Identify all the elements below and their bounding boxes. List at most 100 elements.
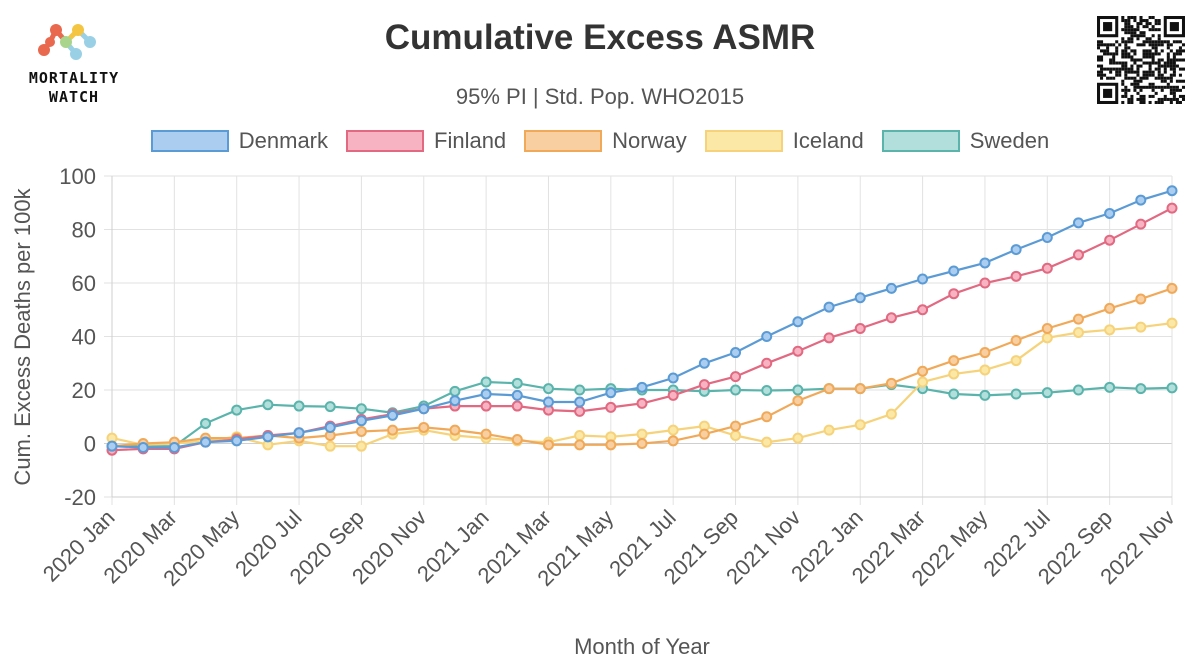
- data-point-iceland[interactable]: [761, 436, 773, 448]
- data-point-denmark[interactable]: [574, 396, 586, 408]
- data-point-sweden[interactable]: [979, 389, 991, 401]
- data-point-norway[interactable]: [885, 377, 897, 389]
- data-point-norway[interactable]: [605, 439, 617, 451]
- data-point-iceland[interactable]: [917, 376, 929, 388]
- data-point-finland[interactable]: [823, 332, 835, 344]
- data-point-iceland[interactable]: [667, 424, 679, 436]
- data-point-denmark[interactable]: [293, 427, 305, 439]
- data-point-sweden[interactable]: [574, 384, 586, 396]
- data-point-finland[interactable]: [854, 322, 866, 334]
- data-point-norway[interactable]: [355, 425, 367, 437]
- data-point-sweden[interactable]: [231, 404, 243, 416]
- data-point-finland[interactable]: [885, 312, 897, 324]
- data-point-norway[interactable]: [698, 428, 710, 440]
- data-point-denmark[interactable]: [1072, 217, 1084, 229]
- data-point-finland[interactable]: [761, 357, 773, 369]
- data-point-iceland[interactable]: [574, 429, 586, 441]
- data-point-sweden[interactable]: [1010, 388, 1022, 400]
- data-point-sweden[interactable]: [1072, 384, 1084, 396]
- data-point-iceland[interactable]: [1072, 326, 1084, 338]
- data-point-norway[interactable]: [1072, 313, 1084, 325]
- legend-item-iceland[interactable]: Iceland: [704, 128, 864, 154]
- data-point-denmark[interactable]: [262, 431, 274, 443]
- data-point-sweden[interactable]: [449, 385, 461, 397]
- data-point-sweden[interactable]: [1041, 387, 1053, 399]
- data-point-denmark[interactable]: [761, 331, 773, 342]
- data-point-sweden[interactable]: [1166, 382, 1178, 394]
- data-point-norway[interactable]: [730, 420, 742, 432]
- data-point-norway[interactable]: [1041, 322, 1053, 334]
- data-point-denmark[interactable]: [1104, 207, 1116, 219]
- data-point-denmark[interactable]: [854, 292, 866, 304]
- data-point-denmark[interactable]: [698, 357, 710, 369]
- data-point-denmark[interactable]: [1041, 232, 1053, 244]
- data-point-denmark[interactable]: [355, 415, 367, 427]
- data-point-denmark[interactable]: [823, 301, 835, 313]
- data-point-iceland[interactable]: [355, 440, 367, 452]
- data-point-sweden[interactable]: [1104, 381, 1116, 393]
- data-point-finland[interactable]: [698, 379, 710, 391]
- data-point-finland[interactable]: [480, 400, 492, 412]
- data-point-finland[interactable]: [948, 288, 960, 300]
- data-point-norway[interactable]: [574, 439, 586, 451]
- data-point-norway[interactable]: [449, 424, 461, 436]
- data-point-iceland[interactable]: [854, 419, 866, 431]
- data-point-denmark[interactable]: [542, 396, 554, 408]
- data-point-iceland[interactable]: [823, 424, 835, 436]
- data-point-iceland[interactable]: [636, 428, 648, 440]
- data-point-sweden[interactable]: [511, 377, 523, 389]
- data-point-finland[interactable]: [574, 405, 586, 417]
- data-point-denmark[interactable]: [511, 389, 523, 401]
- data-point-denmark[interactable]: [605, 387, 617, 399]
- data-point-denmark[interactable]: [324, 421, 336, 433]
- data-point-denmark[interactable]: [387, 409, 399, 421]
- data-point-denmark[interactable]: [730, 347, 742, 359]
- data-point-finland[interactable]: [730, 371, 742, 383]
- data-point-finland[interactable]: [1166, 202, 1178, 214]
- legend-item-denmark[interactable]: Denmark: [150, 128, 328, 154]
- data-point-denmark[interactable]: [885, 282, 897, 294]
- data-point-norway[interactable]: [823, 383, 835, 395]
- data-point-iceland[interactable]: [1166, 317, 1178, 329]
- data-point-finland[interactable]: [511, 400, 523, 412]
- data-point-denmark[interactable]: [231, 435, 243, 447]
- data-point-denmark[interactable]: [1135, 194, 1147, 206]
- data-point-iceland[interactable]: [1041, 332, 1053, 344]
- data-point-denmark[interactable]: [792, 316, 804, 328]
- data-point-finland[interactable]: [917, 304, 929, 316]
- data-point-denmark[interactable]: [200, 436, 212, 448]
- data-point-norway[interactable]: [480, 428, 492, 440]
- data-point-sweden[interactable]: [1135, 383, 1147, 395]
- data-point-denmark[interactable]: [449, 395, 461, 407]
- data-point-sweden[interactable]: [355, 403, 367, 415]
- data-point-norway[interactable]: [667, 435, 679, 447]
- data-point-sweden[interactable]: [761, 385, 773, 397]
- data-point-finland[interactable]: [636, 397, 648, 409]
- data-point-norway[interactable]: [1104, 302, 1116, 314]
- data-point-norway[interactable]: [761, 411, 773, 423]
- data-point-iceland[interactable]: [1104, 324, 1116, 336]
- data-point-norway[interactable]: [917, 365, 929, 377]
- data-point-denmark[interactable]: [480, 388, 492, 400]
- data-point-denmark[interactable]: [667, 372, 679, 384]
- data-point-denmark[interactable]: [168, 442, 180, 454]
- data-point-finland[interactable]: [1104, 234, 1116, 246]
- data-point-sweden[interactable]: [792, 384, 804, 396]
- legend-item-finland[interactable]: Finland: [346, 128, 506, 154]
- data-point-denmark[interactable]: [106, 440, 118, 452]
- legend-item-sweden[interactable]: Sweden: [881, 128, 1049, 154]
- data-point-iceland[interactable]: [948, 368, 960, 380]
- data-point-denmark[interactable]: [137, 442, 149, 454]
- data-point-sweden[interactable]: [324, 401, 336, 413]
- data-point-denmark[interactable]: [979, 257, 991, 269]
- data-point-sweden[interactable]: [480, 376, 492, 388]
- data-point-norway[interactable]: [418, 421, 430, 433]
- data-point-iceland[interactable]: [792, 432, 804, 444]
- data-point-sweden[interactable]: [262, 399, 274, 411]
- data-point-norway[interactable]: [792, 395, 804, 407]
- data-point-finland[interactable]: [605, 401, 617, 413]
- data-point-norway[interactable]: [511, 433, 523, 445]
- data-point-finland[interactable]: [792, 345, 804, 357]
- data-point-sweden[interactable]: [293, 400, 305, 412]
- data-point-sweden[interactable]: [200, 417, 212, 429]
